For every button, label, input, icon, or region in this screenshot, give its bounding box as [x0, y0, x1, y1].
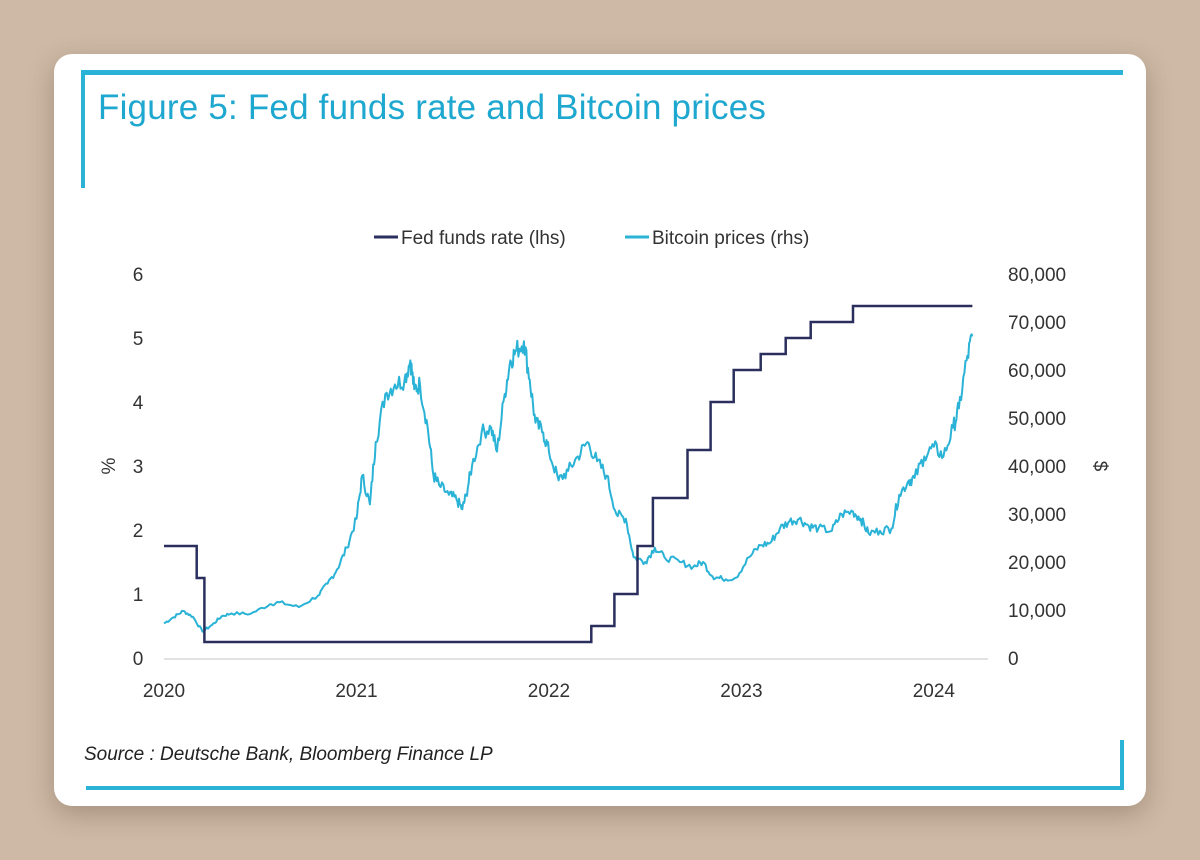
y-left-tick-label: 2	[133, 521, 144, 542]
y-right-tick-label: 30,000	[1008, 505, 1066, 526]
y-right-tick-label: 20,000	[1008, 553, 1066, 574]
legend-label-btc: Bitcoin prices (rhs)	[652, 228, 809, 249]
y-left-axis-title: %	[99, 457, 120, 474]
x-tick-label: 2022	[528, 681, 570, 702]
y-right-tick-label: 0	[1008, 649, 1019, 670]
frame-right-rule	[1120, 740, 1124, 790]
y-right-tick-label: 10,000	[1008, 601, 1066, 622]
y-left-tick-label: 3	[133, 457, 144, 478]
y-right-tick-label: 50,000	[1008, 409, 1066, 430]
y-left-tick-label: 6	[133, 265, 144, 286]
chart-area: 2020 2021 2022 2023 2024 0 1 2 3 4 5 6 0 10,000 20,000…	[99, 228, 1110, 702]
y-right-axis-title: $	[1089, 461, 1110, 472]
figure-title: Figure 5: Fed funds rate and Bitcoin pri…	[98, 88, 767, 127]
legend-label-fed: Fed funds rate (lhs)	[401, 228, 566, 249]
y-left-tick-label: 4	[133, 393, 144, 414]
frame-top-rule	[81, 70, 1123, 75]
y-right-tick-label: 40,000	[1008, 457, 1066, 478]
x-tick-label: 2024	[913, 681, 956, 702]
y-left-tick-label: 5	[133, 329, 144, 350]
y-right-tick-label: 80,000	[1008, 265, 1066, 286]
frame-bottom-rule	[86, 786, 1124, 790]
x-tick-label: 2020	[143, 681, 185, 702]
y-right-tick-label: 70,000	[1008, 313, 1066, 334]
y-left-tick-label: 1	[133, 585, 144, 606]
bitcoin-price-line	[163, 333, 974, 633]
fed-funds-rate-line	[164, 304, 973, 644]
frame-left-rule	[81, 70, 85, 188]
y-right-tick-label: 60,000	[1008, 361, 1066, 382]
source-note: Source : Deutsche Bank, Bloomberg Financ…	[84, 744, 493, 765]
x-tick-label: 2023	[720, 681, 762, 702]
x-tick-label: 2021	[335, 681, 377, 702]
y-left-tick-label: 0	[133, 649, 144, 670]
figure-card: Figure 5: Fed funds rate and Bitcoin pri…	[54, 54, 1146, 806]
